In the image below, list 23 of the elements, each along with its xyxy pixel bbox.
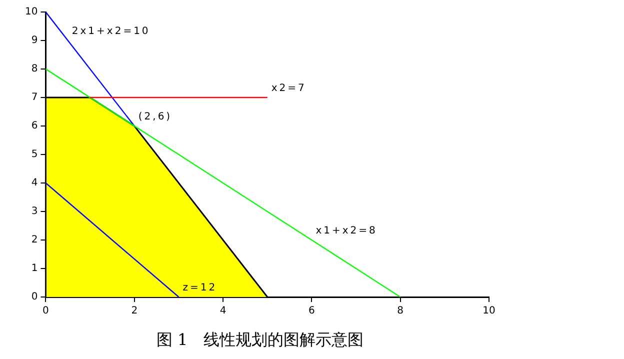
y-tick-label: 7 (31, 92, 38, 104)
x-tick-label: 10 (482, 306, 496, 317)
y-tick-label: 4 (31, 178, 38, 189)
x-tick-label: 4 (220, 306, 226, 317)
x-tick-label: 0 (42, 306, 49, 317)
annotation: x1+x2=8 (316, 226, 378, 237)
y-tick-label: 3 (31, 206, 38, 218)
x-tick-label: 8 (397, 306, 404, 317)
annotation: (2,6) (138, 112, 172, 123)
y-tick-label: 1 (31, 263, 38, 274)
x-tick-label: 2 (131, 306, 138, 317)
y-tick-label: 6 (31, 120, 38, 132)
annotation: x2=7 (271, 83, 306, 94)
y-tick-label: 0 (31, 292, 38, 303)
y-tick-label: 2 (31, 234, 38, 246)
x-tick-label: 6 (308, 306, 315, 317)
annotation: 2x1+x2=10 (72, 26, 150, 38)
y-tick-label: 9 (31, 35, 38, 46)
annotation: z=12 (182, 282, 218, 294)
y-tick-label: 10 (24, 6, 38, 18)
y-tick-label: 5 (31, 149, 38, 160)
y-tick-label: 8 (31, 64, 38, 75)
text: 图 1 线性规划的图解示意图 (155, 330, 365, 351)
